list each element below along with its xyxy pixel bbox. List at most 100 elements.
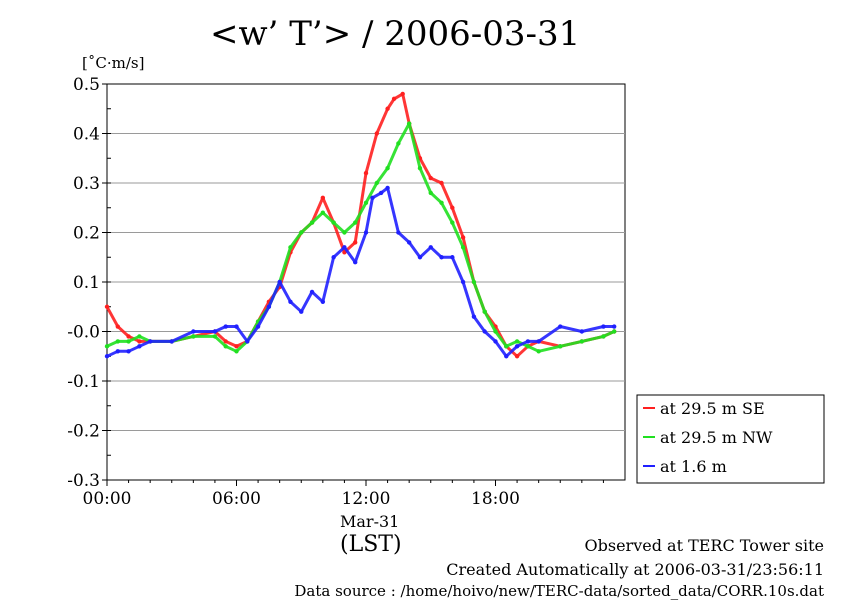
x-axis-date-label: Mar-31: [340, 512, 400, 531]
footer-source: Data source : /home/hoivo/new/TERC-data/…: [294, 582, 824, 600]
data-point: [277, 279, 282, 285]
legend-box: [636, 394, 825, 484]
data-point: [378, 190, 384, 196]
data-point: [137, 344, 142, 349]
data-point: [601, 334, 606, 339]
legend: at 29.5 m SE at 29.5 m NW at 1.6 m: [636, 394, 825, 484]
data-point: [471, 314, 477, 319]
data-point: [331, 220, 336, 225]
data-point: [147, 339, 153, 344]
data-point: [400, 91, 405, 97]
data-point: [363, 170, 369, 176]
data-point: [391, 96, 397, 102]
data-point: [385, 106, 390, 111]
data-point: [493, 339, 498, 344]
data-point: [223, 344, 228, 349]
data-point: [191, 334, 196, 339]
y-tick-label: -0.1: [67, 372, 100, 392]
data-point: [234, 349, 239, 354]
data-point: [104, 304, 110, 309]
data-point: [406, 240, 412, 245]
data-point: [299, 309, 304, 314]
data-point: [601, 324, 606, 329]
data-point: [353, 240, 358, 245]
data-point: [331, 255, 336, 260]
legend-label-se: at 29.5 m SE: [660, 399, 765, 418]
x-tick-label: 18:00: [471, 489, 520, 509]
data-point: [439, 180, 444, 186]
data-point: [536, 349, 541, 354]
y-tick-label: 0.3: [73, 174, 100, 194]
data-point: [525, 344, 531, 349]
data-point: [374, 180, 379, 186]
x-tick-label: 12:00: [342, 489, 391, 509]
data-point: [460, 245, 466, 250]
data-point: [514, 354, 520, 359]
series-layer: [104, 91, 617, 359]
data-point: [482, 309, 487, 314]
data-point: [428, 190, 433, 196]
data-point: [417, 255, 423, 260]
data-point: [309, 289, 315, 295]
data-point: [115, 339, 120, 344]
data-point: [104, 354, 110, 359]
data-point: [374, 131, 379, 136]
y-tick-label: -0.0: [67, 323, 100, 343]
data-point: [115, 349, 120, 354]
legend-label-nw: at 29.5 m NW: [660, 428, 773, 447]
data-point: [439, 200, 444, 205]
data-point: [363, 200, 369, 205]
legend-item-low: at 1.6 m: [643, 457, 727, 476]
data-point: [514, 344, 520, 349]
data-point: [320, 210, 326, 215]
data-point: [450, 205, 455, 210]
data-point: [266, 304, 272, 309]
data-point: [223, 339, 228, 344]
data-point: [558, 324, 563, 329]
data-point: [493, 329, 498, 334]
data-point: [309, 220, 315, 225]
data-point: [299, 230, 304, 235]
data-point: [396, 141, 401, 146]
data-point: [612, 324, 617, 329]
axis-ticks: 0.5 0.4 0.3 0.2 0.1 -0.0 -0.1 -0.2 -0.300:00 06:0…: [67, 75, 604, 509]
data-point: [363, 230, 369, 235]
legend-label-low: at 1.6 m: [660, 457, 727, 476]
data-point: [223, 324, 228, 329]
data-point: [460, 279, 466, 285]
data-point: [385, 165, 390, 171]
data-point: [288, 245, 293, 250]
data-point: [406, 121, 412, 126]
data-point: [370, 195, 375, 201]
data-point: [579, 339, 585, 344]
data-point: [558, 344, 563, 349]
data-point: [212, 334, 218, 339]
x-tick-label: 06:00: [212, 489, 261, 509]
y-axis-unit-label: [˚C·m/s]: [82, 54, 145, 72]
data-point: [234, 324, 239, 329]
data-point: [504, 354, 509, 359]
data-point: [245, 339, 250, 344]
data-point: [353, 260, 358, 265]
y-tick-label: 0.5: [73, 75, 100, 95]
data-point: [514, 339, 520, 344]
data-point: [126, 349, 131, 354]
data-point: [126, 339, 131, 344]
data-point: [504, 344, 509, 349]
y-tick-label: 0.2: [73, 224, 100, 244]
data-point: [536, 339, 541, 344]
data-point: [385, 185, 390, 191]
legend-item-nw: at 29.5 m NW: [643, 428, 773, 447]
data-point: [169, 339, 174, 344]
data-point: [450, 255, 455, 260]
data-point: [353, 220, 358, 225]
data-point: [234, 344, 239, 349]
data-point: [417, 165, 423, 171]
data-point: [320, 195, 326, 201]
data-point: [396, 230, 401, 235]
data-point: [115, 324, 120, 329]
data-point: [579, 329, 585, 334]
y-tick-label: -0.2: [67, 422, 100, 442]
data-point: [612, 329, 617, 334]
